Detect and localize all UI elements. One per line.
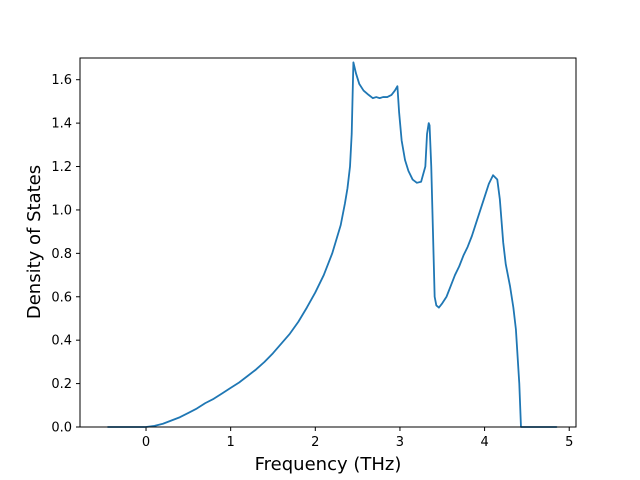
y-tick-label: 0.6 (51, 290, 72, 305)
x-ticks: 0 1 2 3 4 5 (142, 427, 573, 450)
x-tick-label: 1 (227, 435, 235, 450)
y-tick-label: 1.0 (51, 203, 72, 218)
y-tick-label: 1.4 (51, 117, 72, 132)
plot-frame (79, 57, 577, 428)
y-tick-label: 0.2 (51, 377, 72, 392)
series-layer (107, 61, 558, 428)
y-tick-label: 0.8 (51, 247, 72, 262)
y-tick-label: 0.4 (51, 334, 72, 349)
y-tick-label: 1.2 (51, 160, 72, 175)
x-tick-label: 2 (311, 435, 319, 450)
x-axis-label: Frequency (THz) (255, 454, 402, 475)
y-tick-label: 0.0 (51, 421, 72, 436)
y-ticks: 0.0 0.2 0.4 0.6 0.8 1.0 1.2 1.4 1.6 (51, 73, 80, 436)
x-tick-label: 3 (396, 435, 404, 450)
y-axis-label: Density of States (24, 165, 45, 319)
plot-area (80, 58, 576, 427)
x-tick-label: 0 (142, 435, 150, 450)
x-tick-label: 5 (565, 435, 573, 450)
dos-series-line (107, 61, 558, 428)
x-tick-label: 4 (480, 435, 488, 450)
y-tick-label: 1.6 (51, 73, 72, 88)
